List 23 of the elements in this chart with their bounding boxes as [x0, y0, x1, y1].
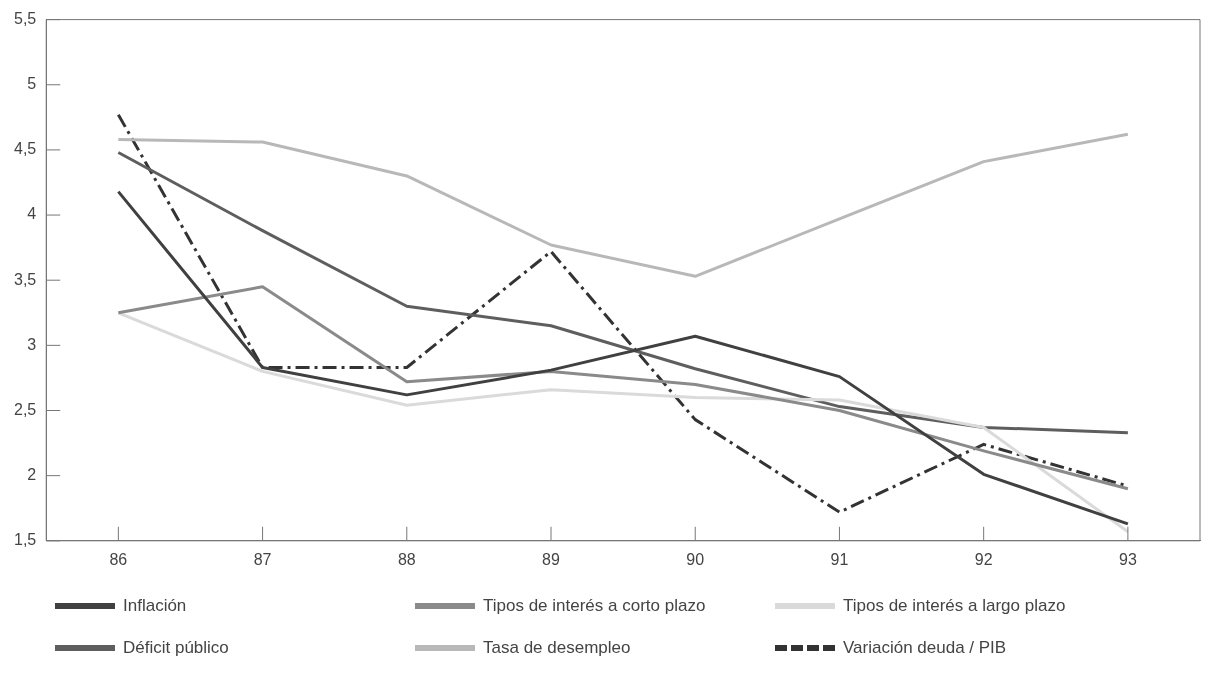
x-tick-label: 91 — [830, 550, 849, 568]
y-tick-label: 5,5 — [13, 10, 37, 28]
legend-label: Déficit público — [123, 638, 229, 658]
legend-label: Tipos de interés a largo plazo — [843, 596, 1066, 616]
y-tick-label: 2 — [27, 466, 37, 484]
x-tick-label: 86 — [109, 550, 128, 568]
x-tick-label: 93 — [1118, 550, 1137, 568]
y-tick-label: 3,5 — [13, 270, 37, 288]
y-tick-label: 3 — [27, 335, 37, 353]
x-tick-label: 90 — [686, 550, 705, 568]
legend-label: Variación deuda / PIB — [843, 638, 1007, 658]
x-tick-label: 92 — [974, 550, 993, 568]
legend-label: Inflación — [123, 596, 187, 616]
y-tick-label: 1,5 — [13, 531, 37, 549]
x-tick-label: 87 — [253, 550, 272, 568]
y-tick-label: 2,5 — [13, 400, 37, 418]
x-tick-label: 88 — [397, 550, 416, 568]
legend-label: Tasa de desempleo — [483, 638, 631, 658]
y-tick-label: 5 — [27, 75, 37, 93]
y-tick-label: 4 — [27, 205, 37, 223]
legend-label: Tipos de interés a corto plazo — [483, 596, 706, 616]
y-tick-label: 4,5 — [13, 140, 37, 158]
x-tick-label: 89 — [542, 550, 561, 568]
